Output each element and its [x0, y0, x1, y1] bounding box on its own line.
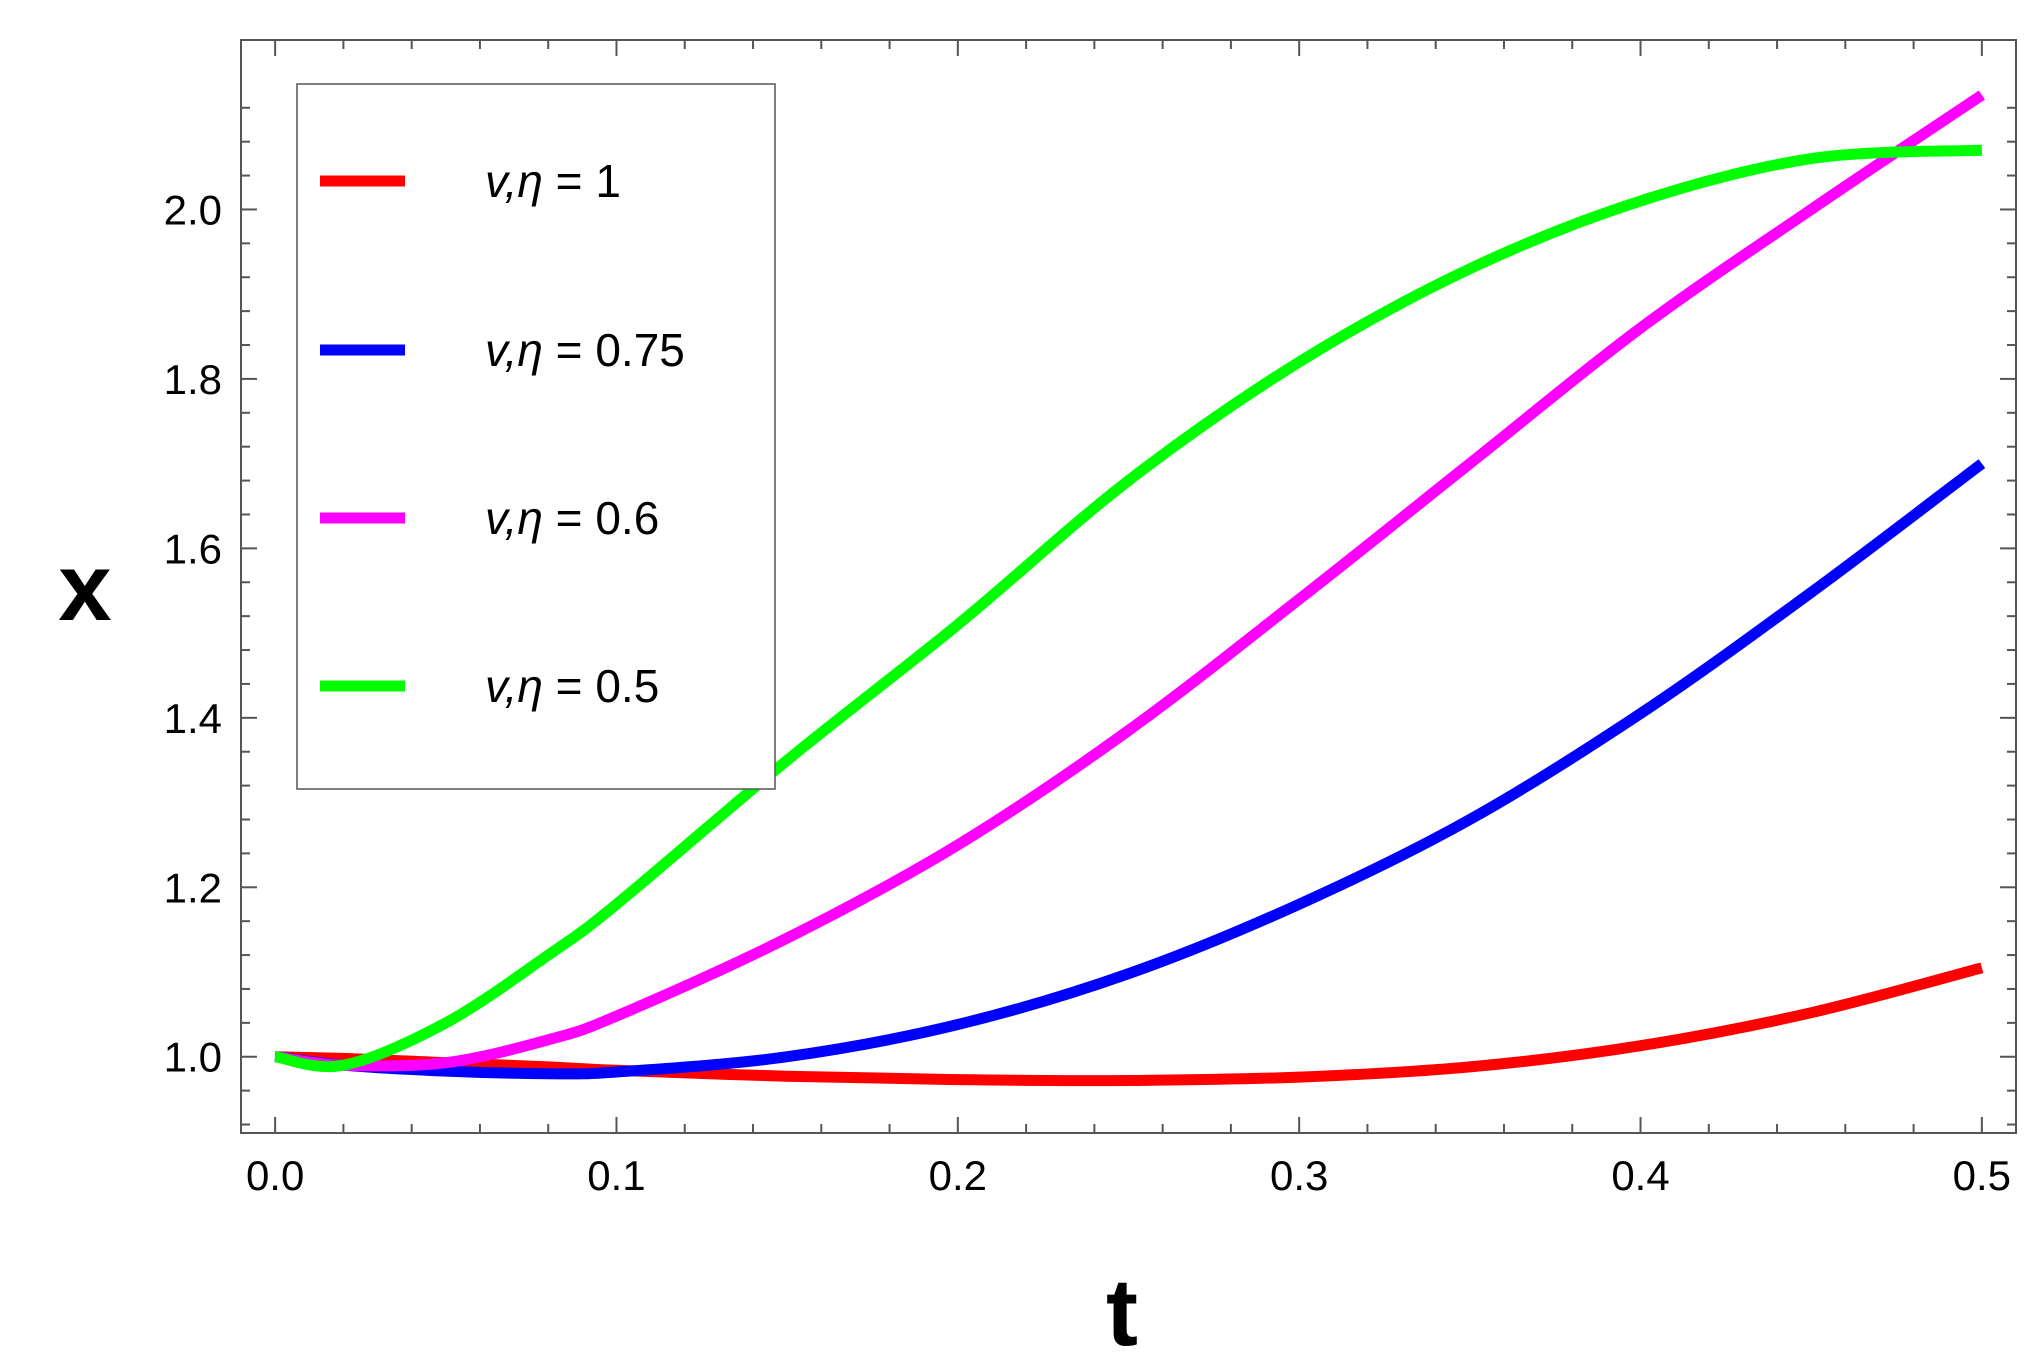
x-axis-label: t [1106, 1259, 1138, 1361]
y-tick-label: 1.8 [164, 356, 222, 403]
legend-label-2: v,η = 0.75 [485, 324, 685, 376]
x-tick-label: 0.5 [1953, 1152, 2011, 1199]
legend: v,η = 1 v,η = 0.75 v,η = 0.6 v,η = 0.5 [296, 83, 776, 790]
series-line-2 [274, 459, 1986, 1080]
series-line-4 [274, 144, 1983, 1073]
series-line-3 [274, 90, 1985, 1072]
series-lines [274, 90, 1986, 1087]
legend-label-3: v,η = 0.6 [485, 492, 659, 544]
x-tick-label: 0.1 [587, 1152, 645, 1199]
legend-label-4: v,η = 0.5 [485, 660, 659, 712]
y-tick-label: 1.2 [164, 864, 222, 911]
y-tick-label: 1.6 [164, 525, 222, 572]
x-tick-label: 0.4 [1611, 1152, 1669, 1199]
x-tick-label: 0.3 [1270, 1152, 1328, 1199]
x-tick-labels: 0.0 0.1 0.2 0.3 0.4 0.5 [246, 1152, 2011, 1199]
x-tick-label: 0.2 [929, 1152, 987, 1199]
y-tick-labels: 1.0 1.2 1.4 1.6 1.8 2.0 [164, 186, 222, 1080]
axis-ticks [241, 40, 2016, 1133]
legend-label-1: v,η = 1 [485, 155, 621, 207]
legend-box [296, 83, 776, 790]
x-tick-label: 0.0 [246, 1152, 304, 1199]
y-axis-label: x [58, 534, 111, 641]
series-line-1 [274, 962, 1984, 1087]
y-tick-label: 1.4 [164, 695, 222, 742]
y-tick-label: 1.0 [164, 1034, 222, 1081]
y-tick-label: 2.0 [164, 186, 222, 233]
